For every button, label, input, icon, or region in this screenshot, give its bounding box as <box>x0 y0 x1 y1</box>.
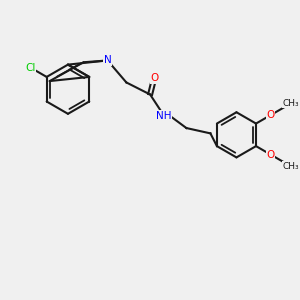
Text: O: O <box>150 73 158 83</box>
Text: O: O <box>266 149 275 160</box>
Text: N: N <box>104 56 111 65</box>
Text: Cl: Cl <box>25 62 35 73</box>
Text: NH: NH <box>156 111 172 121</box>
Text: O: O <box>266 110 275 120</box>
Text: CH₃: CH₃ <box>283 162 299 171</box>
Text: CH₃: CH₃ <box>283 99 299 108</box>
